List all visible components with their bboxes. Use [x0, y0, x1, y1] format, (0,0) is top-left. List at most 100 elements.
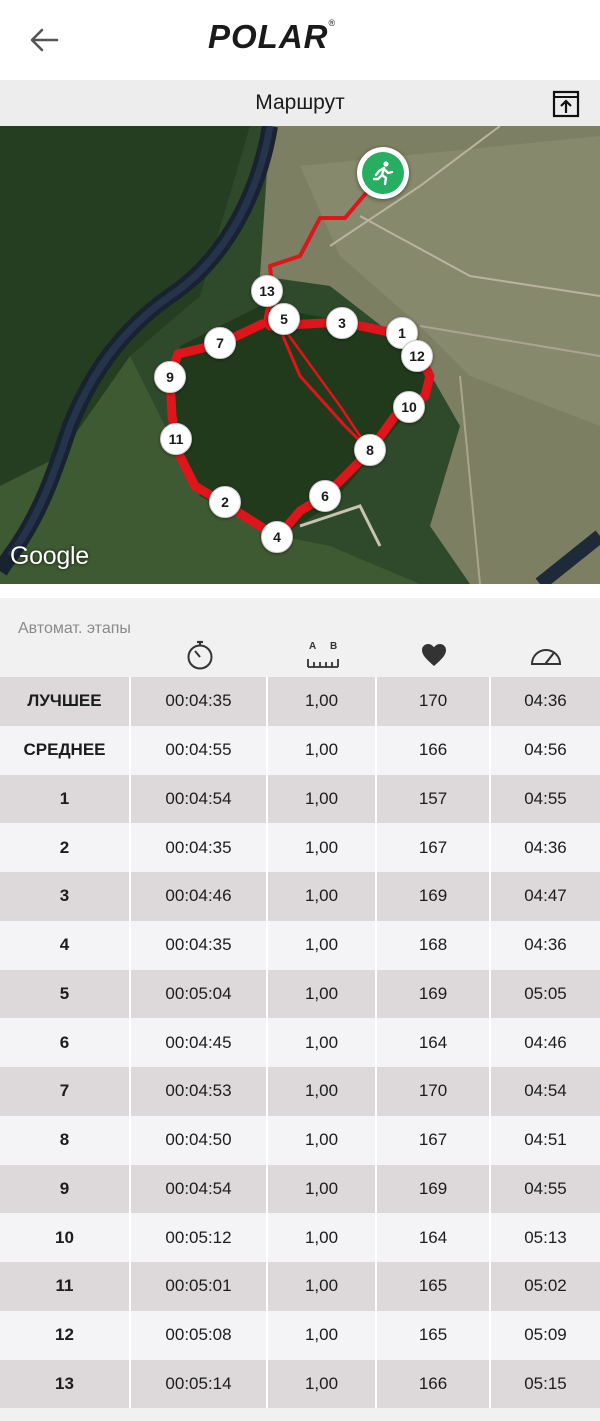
lap-distance: 1,00: [268, 1067, 377, 1116]
google-attribution: Google: [10, 542, 89, 570]
lap-marker-5[interactable]: 5: [268, 303, 300, 335]
table-row: 3 00:04:46 1,00 169 04:47: [0, 872, 600, 921]
divider: [0, 584, 600, 598]
lap-label: 1: [0, 774, 131, 824]
share-export-icon: [552, 90, 580, 118]
laps-table: ЛУЧШЕЕ 00:04:35 1,00 170 04:36 СРЕДНЕЕ 00:04:5…: [0, 677, 600, 1409]
lap-time: 00:04:35: [131, 920, 268, 970]
table-row: 9 00:04:54 1,00 169 04:55: [0, 1164, 600, 1214]
lap-marker-7[interactable]: 7: [204, 327, 236, 359]
lap-distance: 1,00: [268, 725, 377, 775]
lap-distance: 1,00: [268, 920, 377, 970]
lap-label: 2: [0, 823, 131, 872]
table-row: 13 00:05:14 1,00 166 05:15: [0, 1359, 600, 1409]
lap-time: 00:05:08: [131, 1310, 268, 1360]
lap-time: 00:04:46: [131, 872, 268, 921]
svg-text:B: B: [330, 641, 337, 652]
lap-heart-rate: 164: [377, 1213, 491, 1262]
table-row: 8 00:04:50 1,00 167 04:51: [0, 1115, 600, 1165]
lap-time: 00:05:14: [131, 1359, 268, 1409]
lap-heart-rate: 170: [377, 677, 491, 726]
start-marker[interactable]: [357, 147, 409, 199]
lap-pace: 04:36: [524, 935, 567, 955]
lap-label: 4: [0, 920, 131, 970]
lap-time: 00:04:35: [131, 677, 268, 726]
lap-label: ЛУЧШЕЕ: [0, 677, 131, 726]
lap-distance: 1,00: [268, 1359, 377, 1409]
lap-time: 00:05:04: [131, 969, 268, 1019]
column-icons: A B: [0, 638, 600, 676]
lap-heart-rate: 165: [377, 1262, 491, 1311]
top-bar: POLAR®: [0, 0, 600, 80]
logo-mark: ®: [328, 18, 336, 28]
lap-heart-rate: 170: [377, 1067, 491, 1116]
back-button[interactable]: [22, 18, 66, 62]
lap-label: 13: [0, 1359, 131, 1409]
lap-heart-rate: 157: [377, 774, 491, 824]
lap-distance: 1,00: [268, 872, 377, 921]
lap-marker-3[interactable]: 3: [326, 307, 358, 339]
lap-heart-rate: 164: [377, 1018, 491, 1067]
table-row: 4 00:04:35 1,00 168 04:36: [0, 920, 600, 970]
lap-time: 00:04:55: [131, 725, 268, 775]
lap-marker-12[interactable]: 12: [401, 340, 433, 372]
logo-text: POLAR: [208, 18, 329, 55]
lap-label: 12: [0, 1310, 131, 1360]
lap-label: СРЕДНЕЕ: [0, 725, 131, 775]
table-row: 12 00:05:08 1,00 165 05:09: [0, 1310, 600, 1360]
heart-icon: [422, 644, 446, 666]
table-row: СРЕДНЕЕ 00:04:55 1,00 166 04:56: [0, 725, 600, 775]
lap-distance: 1,00: [268, 1018, 377, 1067]
heart-rate-column-header: [377, 638, 491, 672]
lap-distance: 1,00: [268, 1115, 377, 1165]
lap-pace: 04:55: [524, 1178, 567, 1198]
lap-heart-rate: 166: [377, 1359, 491, 1409]
lap-heart-rate: 167: [377, 823, 491, 872]
lap-pace: 04:46: [524, 1032, 567, 1052]
lap-pace: 05:13: [524, 1227, 567, 1247]
table-row: 5 00:05:04 1,00 169 05:05: [0, 969, 600, 1019]
table-row: 6 00:04:45 1,00 164 04:46: [0, 1018, 600, 1067]
lap-marker-2[interactable]: 2: [209, 486, 241, 518]
time-column-header: [131, 638, 268, 672]
lap-heart-rate: 169: [377, 1164, 491, 1214]
lap-pace: 04:51: [524, 1130, 567, 1150]
lap-time: 00:04:54: [131, 1164, 268, 1214]
lap-marker-9[interactable]: 9: [154, 361, 186, 393]
lap-marker-8[interactable]: 8: [354, 434, 386, 466]
lap-time: 00:05:12: [131, 1213, 268, 1262]
runner-icon: [372, 161, 394, 186]
svg-text:A: A: [309, 641, 316, 652]
lap-time: 00:05:01: [131, 1262, 268, 1311]
table-row: 2 00:04:35 1,00 167 04:36: [0, 823, 600, 872]
share-button[interactable]: [552, 88, 580, 118]
route-map[interactable]: 13 5 3 1 12 7 9 10 11 8 6 2 4 Google: [0, 126, 600, 584]
speedometer-icon: [530, 649, 561, 665]
lap-label: 7: [0, 1067, 131, 1116]
lap-marker-11[interactable]: 11: [160, 423, 192, 455]
lap-pace: 04:47: [524, 886, 567, 906]
lap-time: 00:04:53: [131, 1067, 268, 1116]
lap-distance: 1,00: [268, 774, 377, 824]
lap-label: 8: [0, 1115, 131, 1165]
lap-marker-6[interactable]: 6: [309, 480, 341, 512]
lap-marker-10[interactable]: 10: [393, 391, 425, 423]
lap-pace: 04:56: [524, 740, 567, 760]
lap-distance: 1,00: [268, 677, 377, 726]
polar-logo: POLAR®: [208, 18, 398, 58]
lap-distance: 1,00: [268, 1310, 377, 1360]
lap-distance: 1,00: [268, 823, 377, 872]
lap-distance: 1,00: [268, 1164, 377, 1214]
table-row: 11 00:05:01 1,00 165 05:02: [0, 1262, 600, 1311]
lap-marker-4[interactable]: 4: [261, 521, 293, 553]
pace-column-header: [491, 638, 600, 672]
arrow-left-icon: [30, 28, 59, 52]
lap-label: 6: [0, 1018, 131, 1067]
lap-marker-13[interactable]: 13: [251, 275, 283, 307]
auto-laps-title: Автомат. этапы: [18, 620, 131, 637]
stopwatch-icon: [187, 640, 212, 670]
lap-label: 3: [0, 872, 131, 921]
lap-label: 11: [0, 1262, 131, 1311]
lap-pace: 04:36: [524, 837, 567, 857]
distance-ruler-icon: A B: [306, 641, 339, 668]
